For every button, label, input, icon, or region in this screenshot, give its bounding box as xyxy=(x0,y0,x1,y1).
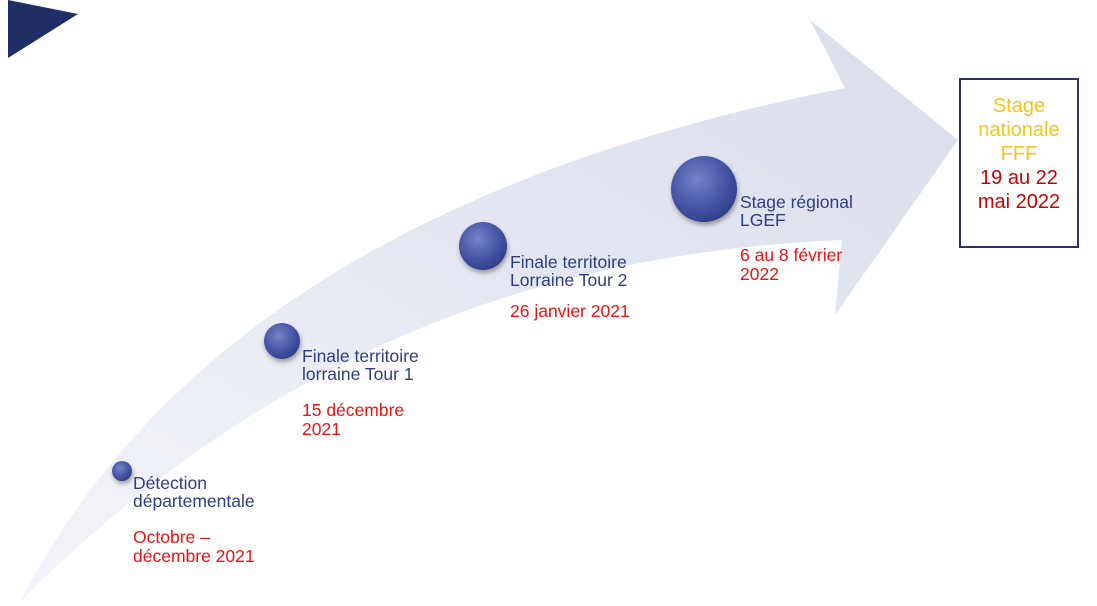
milestone-node xyxy=(671,156,737,222)
milestone-title: Détection départementale xyxy=(133,473,255,511)
final-milestone-box: Stage nationale FFF 19 au 22 mai 2022 xyxy=(959,78,1079,248)
milestone-title: Finale territoire Lorraine Tour 2 xyxy=(510,252,628,290)
milestone-title: Finale territoire lorraine Tour 1 xyxy=(302,346,419,384)
milestone-node xyxy=(459,222,507,270)
final-milestone-title: Stage nationale FFF xyxy=(978,95,1060,165)
milestone-date: 6 au 8 février 2022 xyxy=(740,245,843,284)
milestone-date: Octobre – décembre 2021 xyxy=(133,527,255,566)
milestone-date: 26 janvier 2021 xyxy=(510,301,630,321)
milestone-node xyxy=(264,323,300,359)
timeline-arrow xyxy=(20,20,958,602)
milestone-date: 15 décembre 2021 xyxy=(302,400,405,439)
milestone-title: Stage régional LGEF xyxy=(740,192,853,230)
corner-accent xyxy=(8,0,78,58)
final-milestone-date: 19 au 22 mai 2022 xyxy=(977,167,1061,213)
milestone-node xyxy=(112,461,132,481)
